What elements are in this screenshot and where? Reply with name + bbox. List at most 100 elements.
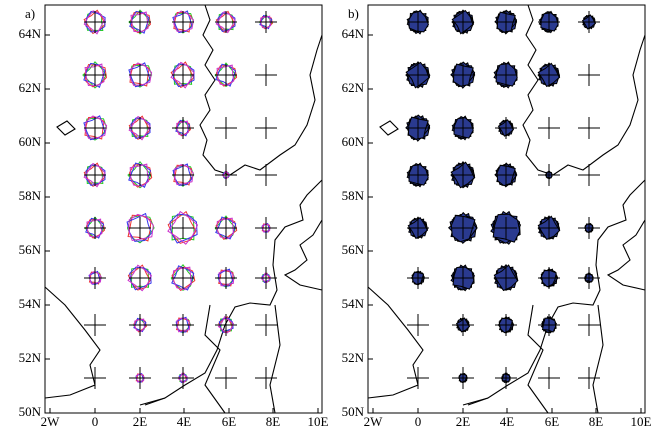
rose-glyph xyxy=(129,62,153,86)
rose-glyph xyxy=(218,269,235,287)
grid-cross xyxy=(578,117,600,139)
y-tick-label: 58N xyxy=(342,188,365,203)
rose-glyph xyxy=(127,264,151,291)
rose-glyph xyxy=(169,213,198,244)
grid-cross xyxy=(578,267,600,289)
y-tick-label: 56N xyxy=(19,242,42,257)
grid-cross xyxy=(129,164,151,186)
grid-cross xyxy=(215,11,237,33)
grid-cross xyxy=(578,11,600,33)
grid-cross xyxy=(255,267,277,289)
grid-cross xyxy=(495,217,517,239)
x-tick-label: 8E xyxy=(589,414,604,429)
rose-glyph xyxy=(170,61,195,89)
grid-cross xyxy=(538,11,560,33)
y-tick-label: 64N xyxy=(19,26,42,41)
grid-cross xyxy=(495,267,517,289)
grid-cross xyxy=(84,267,106,289)
x-tick-label: 2W xyxy=(41,414,61,429)
grid-cross xyxy=(495,367,517,389)
grid-cross xyxy=(255,11,277,33)
x-tick-label: 10E xyxy=(308,414,329,429)
rose-glyph xyxy=(129,163,150,187)
x-tick-label: 4E xyxy=(177,414,192,429)
panel-label: a) xyxy=(25,6,35,21)
y-tick-label: 58N xyxy=(19,188,42,203)
y-tick-label: 50N xyxy=(342,404,365,419)
grid-cross xyxy=(407,314,429,336)
grid-cross xyxy=(407,11,429,33)
x-tick-label: 2E xyxy=(456,414,471,429)
grid-cross xyxy=(452,267,474,289)
grid-cross xyxy=(129,64,151,86)
rose-glyph xyxy=(172,63,195,88)
rose-glyph xyxy=(128,213,154,242)
x-tick-label: 8E xyxy=(266,414,281,429)
grid-cross xyxy=(255,117,277,139)
grid-cross xyxy=(215,117,237,139)
grid-cross xyxy=(172,11,194,33)
y-tick-label: 52N xyxy=(19,350,42,365)
grid-cross xyxy=(84,11,106,33)
grid-cross xyxy=(452,117,474,139)
y-tick-label: 62N xyxy=(342,80,365,95)
grid-cross xyxy=(215,367,237,389)
rose-glyph xyxy=(167,210,197,244)
grid-cross xyxy=(538,367,560,389)
rose-glyph xyxy=(215,216,237,240)
grid-cross xyxy=(172,117,194,139)
rose-glyph xyxy=(216,64,235,86)
rose-glyph xyxy=(83,115,106,141)
rose-glyph xyxy=(172,10,193,34)
grid-cross xyxy=(452,11,474,33)
rose-glyph xyxy=(171,265,195,291)
grid-cross xyxy=(538,314,560,336)
coastline xyxy=(606,219,646,291)
coastline xyxy=(462,179,646,406)
rose-glyph xyxy=(126,212,152,242)
grid-cross xyxy=(578,217,600,239)
rose-glyph xyxy=(167,210,199,245)
grid-cross xyxy=(578,314,600,336)
grid-cross xyxy=(255,367,277,389)
grid-cross xyxy=(215,217,237,239)
rose-glyph xyxy=(89,271,102,285)
x-tick-label: 2W xyxy=(364,414,384,429)
rose-glyph xyxy=(176,317,191,333)
grid-cross xyxy=(407,117,429,139)
y-tick-label: 62N xyxy=(19,80,42,95)
grid-cross xyxy=(129,267,151,289)
y-tick-label: 50N xyxy=(19,404,42,419)
x-tick-label: 6E xyxy=(545,414,560,429)
grid-cross xyxy=(215,267,237,289)
grid-cross xyxy=(255,64,277,86)
grid-cross xyxy=(578,164,600,186)
rose-glyph xyxy=(129,266,152,291)
map-panel: 50N 52N 54N 56N 58N 60N 62N 64N 2W 0 2E 4E 6E 8E 10E a) xyxy=(19,4,329,429)
coastline xyxy=(139,179,323,406)
x-tick-label: 4E xyxy=(500,414,515,429)
grid-cross xyxy=(129,217,151,239)
grid-cross xyxy=(578,367,600,389)
grid-cross xyxy=(84,64,106,86)
x-tick-label: 2E xyxy=(133,414,148,429)
grid-cross xyxy=(495,164,517,186)
grid-cross xyxy=(452,367,474,389)
rose-glyph xyxy=(217,268,234,287)
rose-glyph xyxy=(173,164,194,186)
coastline xyxy=(367,286,424,399)
rose-glyph xyxy=(85,164,106,186)
grid-cross xyxy=(538,217,560,239)
grid-cross xyxy=(538,117,560,139)
rose-glyph xyxy=(130,11,149,33)
rose-glyph xyxy=(176,120,190,136)
x-tick-label: 10E xyxy=(631,414,652,429)
grid-cross xyxy=(84,367,106,389)
grid-cross xyxy=(407,367,429,389)
grid-cross xyxy=(407,217,429,239)
grid-cross xyxy=(255,164,277,186)
grid-cross xyxy=(172,64,194,86)
panel-label: b) xyxy=(348,6,359,21)
grid-cross xyxy=(84,117,106,139)
